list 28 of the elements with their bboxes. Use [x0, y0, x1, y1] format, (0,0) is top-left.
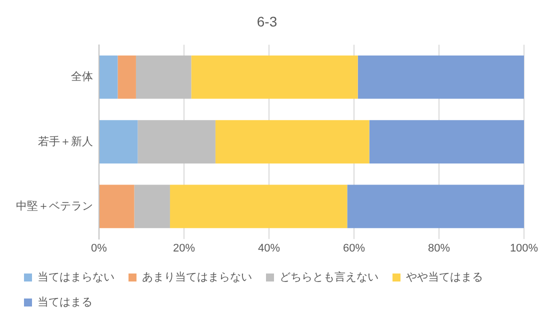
- bar: [215, 120, 370, 164]
- bar: [358, 55, 524, 99]
- bar: [100, 55, 118, 99]
- legend-label: 当てはまる: [38, 296, 92, 309]
- bar: [170, 184, 348, 228]
- y-tick-label: 中堅＋ベテラン: [16, 200, 93, 212]
- bar: [138, 120, 216, 164]
- x-tick-label: 60%: [342, 242, 366, 254]
- bar: [100, 184, 134, 228]
- x-tick-label: 40%: [258, 242, 280, 254]
- bar: [134, 184, 170, 228]
- y-tick-label: 全体: [71, 71, 93, 84]
- y-tick-label: 若手＋新人: [38, 134, 93, 148]
- legend-label: やや当てはまる: [406, 272, 483, 284]
- bar: [191, 55, 358, 99]
- legend-label: どちらとも言えない: [280, 270, 378, 284]
- legend-label: 当てはまらない: [38, 272, 114, 284]
- bar: [118, 55, 136, 99]
- bar: [136, 55, 192, 99]
- bar: [369, 120, 524, 164]
- x-tick-label: 80%: [428, 242, 450, 254]
- chart-title: 6-3: [256, 13, 278, 30]
- bar: [347, 184, 524, 228]
- x-tick-label: 20%: [172, 242, 196, 254]
- x-tick-label: 100%: [510, 242, 538, 254]
- legend-label: あまり当てはまらない: [142, 272, 252, 284]
- bar: [100, 120, 138, 164]
- x-tick-label: 0%: [91, 242, 108, 254]
